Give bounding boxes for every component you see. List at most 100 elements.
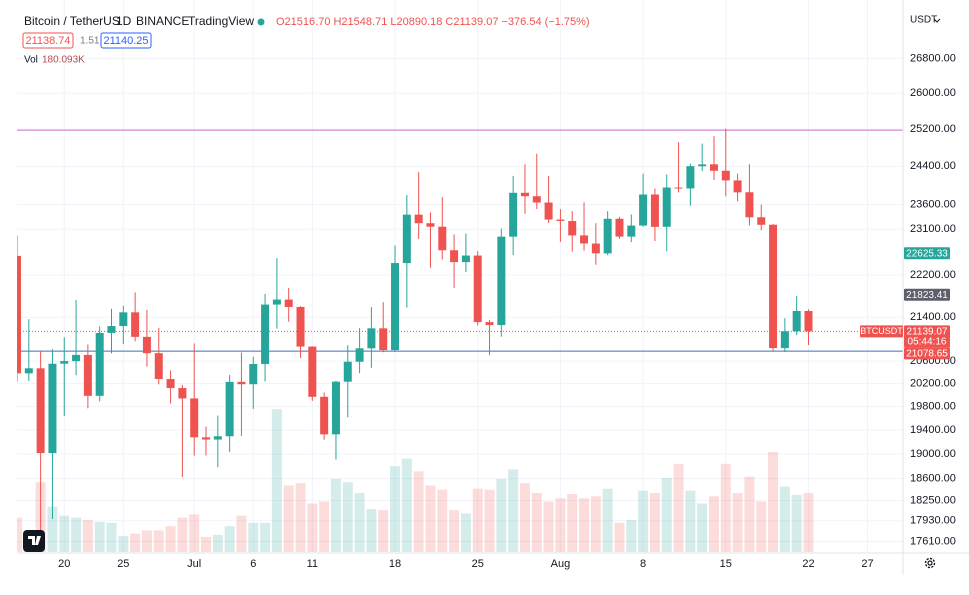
y-tick-label: 24400.00 (910, 160, 956, 172)
x-tick-label: 6 (250, 558, 256, 570)
x-tick-label: 18 (389, 558, 401, 570)
volume-bar (508, 469, 519, 552)
settings-gear[interactable] (924, 557, 936, 569)
candle-body (225, 381, 234, 437)
price-label-box (904, 347, 950, 360)
candle-body (639, 194, 648, 226)
y-tick-label: 25200.00 (910, 123, 956, 135)
x-tick-label: Jul (187, 558, 201, 570)
candle-body (24, 368, 33, 374)
candle-body (650, 194, 659, 227)
volume-bar (638, 490, 649, 552)
currency-arrow[interactable] (933, 18, 941, 23)
y-tick-label: 21400.00 (910, 311, 956, 323)
candle-body (485, 322, 494, 326)
volume-value: 180.093K (42, 55, 85, 66)
candle-body (272, 299, 281, 305)
grid (17, 0, 903, 552)
volume-bar (201, 536, 212, 552)
y-tick-label: 23100.00 (910, 223, 956, 235)
bid: 21138.74 (25, 35, 70, 47)
volume-bar (449, 510, 460, 552)
volume-bar (401, 458, 412, 552)
volume-bar (94, 521, 105, 552)
volume-bar (271, 409, 282, 552)
volume-bar (744, 476, 755, 552)
volume-bar (141, 530, 152, 552)
candle-body (580, 235, 589, 244)
volume-bar (543, 501, 554, 552)
y-tick-label: 18250.00 (910, 494, 956, 506)
y-tick-label: 19400.00 (910, 424, 956, 436)
volume-bar (165, 526, 176, 552)
volume-bar (602, 488, 613, 552)
volume-bar (673, 463, 684, 552)
volume-bar (472, 488, 483, 552)
candle-body (379, 328, 388, 351)
axis-layer: 17610.00 17930.00 18250.00 18600.00 19000.00… (58, 52, 956, 570)
candle-body (544, 202, 553, 220)
candle-body (72, 354, 81, 362)
candle-body (308, 346, 317, 397)
tradingview-logo (23, 530, 45, 552)
candle-body (261, 304, 270, 364)
candle-body (674, 187, 683, 189)
volume-bar (708, 496, 719, 552)
candle-body (733, 180, 742, 193)
candle-body (769, 224, 778, 349)
candle-body (166, 379, 175, 389)
candle-body (284, 299, 293, 307)
candle-body (178, 388, 187, 399)
volume-bar (661, 477, 672, 552)
candle-body (131, 312, 140, 337)
bid-box (22, 32, 74, 49)
volume-bar (189, 514, 200, 552)
volume-bar (531, 493, 542, 552)
candle-layer (17, 128, 813, 541)
y-tick-label: 19800.00 (910, 401, 956, 413)
y-tick-label: 17610.00 (910, 535, 956, 547)
candle-body (721, 170, 730, 181)
y-tick-label: 22200.00 (910, 269, 956, 281)
volume-bar (697, 503, 708, 552)
x-tick-label: 22 (802, 558, 814, 570)
currency[interactable]: USDT (910, 15, 937, 26)
volume-bar (779, 486, 790, 552)
candle-body (438, 226, 447, 251)
volume-bar (555, 498, 566, 552)
candle-body (792, 310, 801, 332)
x-tick-label: 25 (117, 558, 129, 570)
volume-bar (378, 510, 389, 552)
price-label-box (904, 288, 950, 301)
volume-bar (590, 496, 601, 552)
ask-box (100, 32, 152, 49)
candle-body (83, 354, 92, 396)
y-tick-label: 17930.00 (910, 515, 956, 527)
volume-bar (614, 522, 625, 552)
candle-body (698, 164, 707, 167)
candle-body (757, 217, 766, 225)
volume-bar (366, 509, 377, 552)
price-label: 21823.41 (906, 290, 948, 301)
candle-body (568, 221, 577, 236)
candle-body (107, 326, 116, 333)
exchange: BINANCE (136, 14, 189, 28)
volume-layer (17, 409, 814, 552)
volume-bar (354, 493, 365, 552)
volume-bar (71, 517, 82, 552)
volume-bar (390, 466, 401, 552)
candle-body (202, 437, 211, 440)
volume-bar (484, 489, 495, 552)
volume-bar (248, 522, 259, 552)
y-tick-label: 23600.00 (910, 199, 956, 211)
price-label: 21078.65 (906, 349, 948, 360)
candle-body (48, 363, 57, 454)
candle-body (497, 236, 506, 326)
candle-body (662, 187, 671, 227)
candle-body (355, 348, 364, 362)
y-tick-label: 26800.00 (910, 52, 956, 64)
volume-bar (732, 493, 743, 552)
volume-bar (319, 501, 330, 552)
candle-body (249, 363, 258, 385)
